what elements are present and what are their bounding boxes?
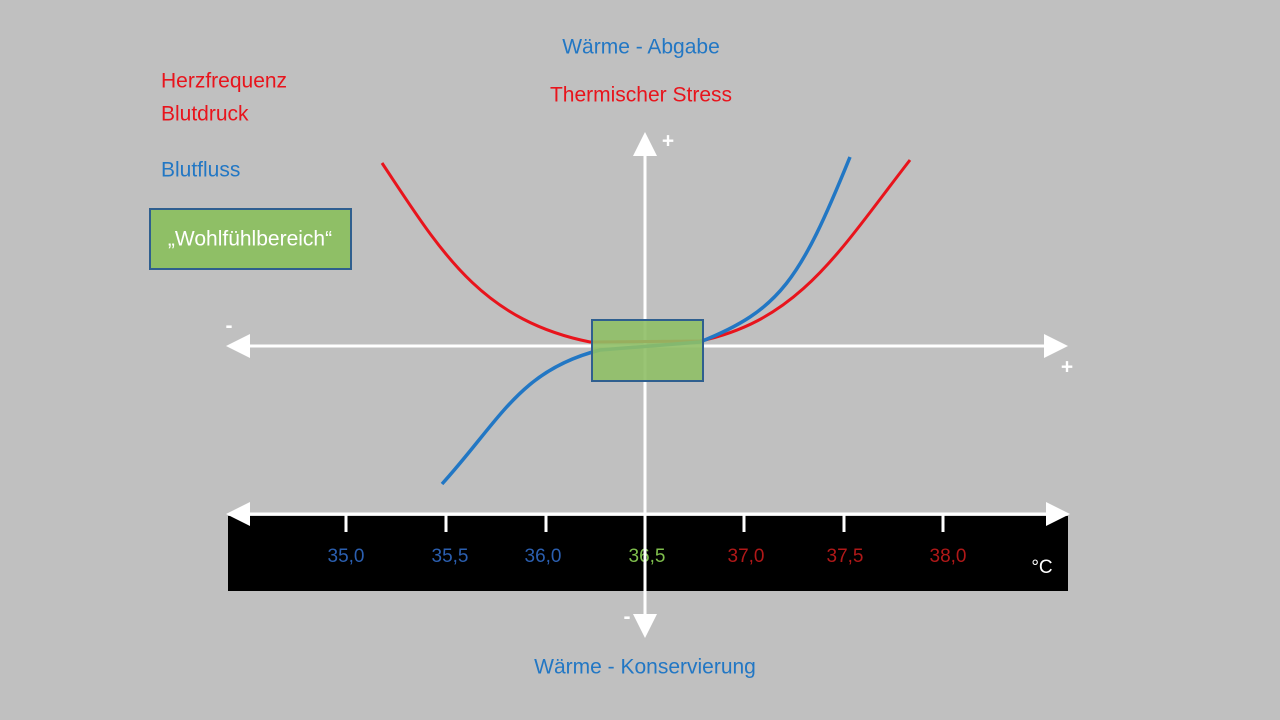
unit-label: °C <box>1031 557 1052 578</box>
top-sublabel: Thermischer Stress <box>550 84 732 107</box>
bottom-label: Wärme - Konservierung <box>534 656 756 679</box>
tick-label: 35,0 <box>328 546 365 567</box>
axis-plus: + <box>662 130 674 153</box>
axis-minus: - <box>226 315 233 338</box>
legend-item: Blutdruck <box>161 103 249 126</box>
legend-item: Blutfluss <box>161 159 240 182</box>
tick-label: 38,0 <box>930 546 967 567</box>
tick-label: 35,5 <box>432 546 469 567</box>
legend-item: Herzfrequenz <box>161 70 287 93</box>
tick-label: 36,5 <box>629 546 666 567</box>
comfort-zone <box>591 319 704 382</box>
tick-label: 37,5 <box>827 546 864 567</box>
top-label: Wärme - Abgabe <box>562 36 720 59</box>
axis-minus: - <box>624 606 631 629</box>
tick-label: 36,0 <box>525 546 562 567</box>
scale-ticks <box>344 514 945 532</box>
tick-label: 37,0 <box>728 546 765 567</box>
legend-box-label: „Wohlfühlbereich“ <box>168 228 332 251</box>
axis-plus: + <box>1061 356 1073 379</box>
legend-box <box>149 208 352 270</box>
